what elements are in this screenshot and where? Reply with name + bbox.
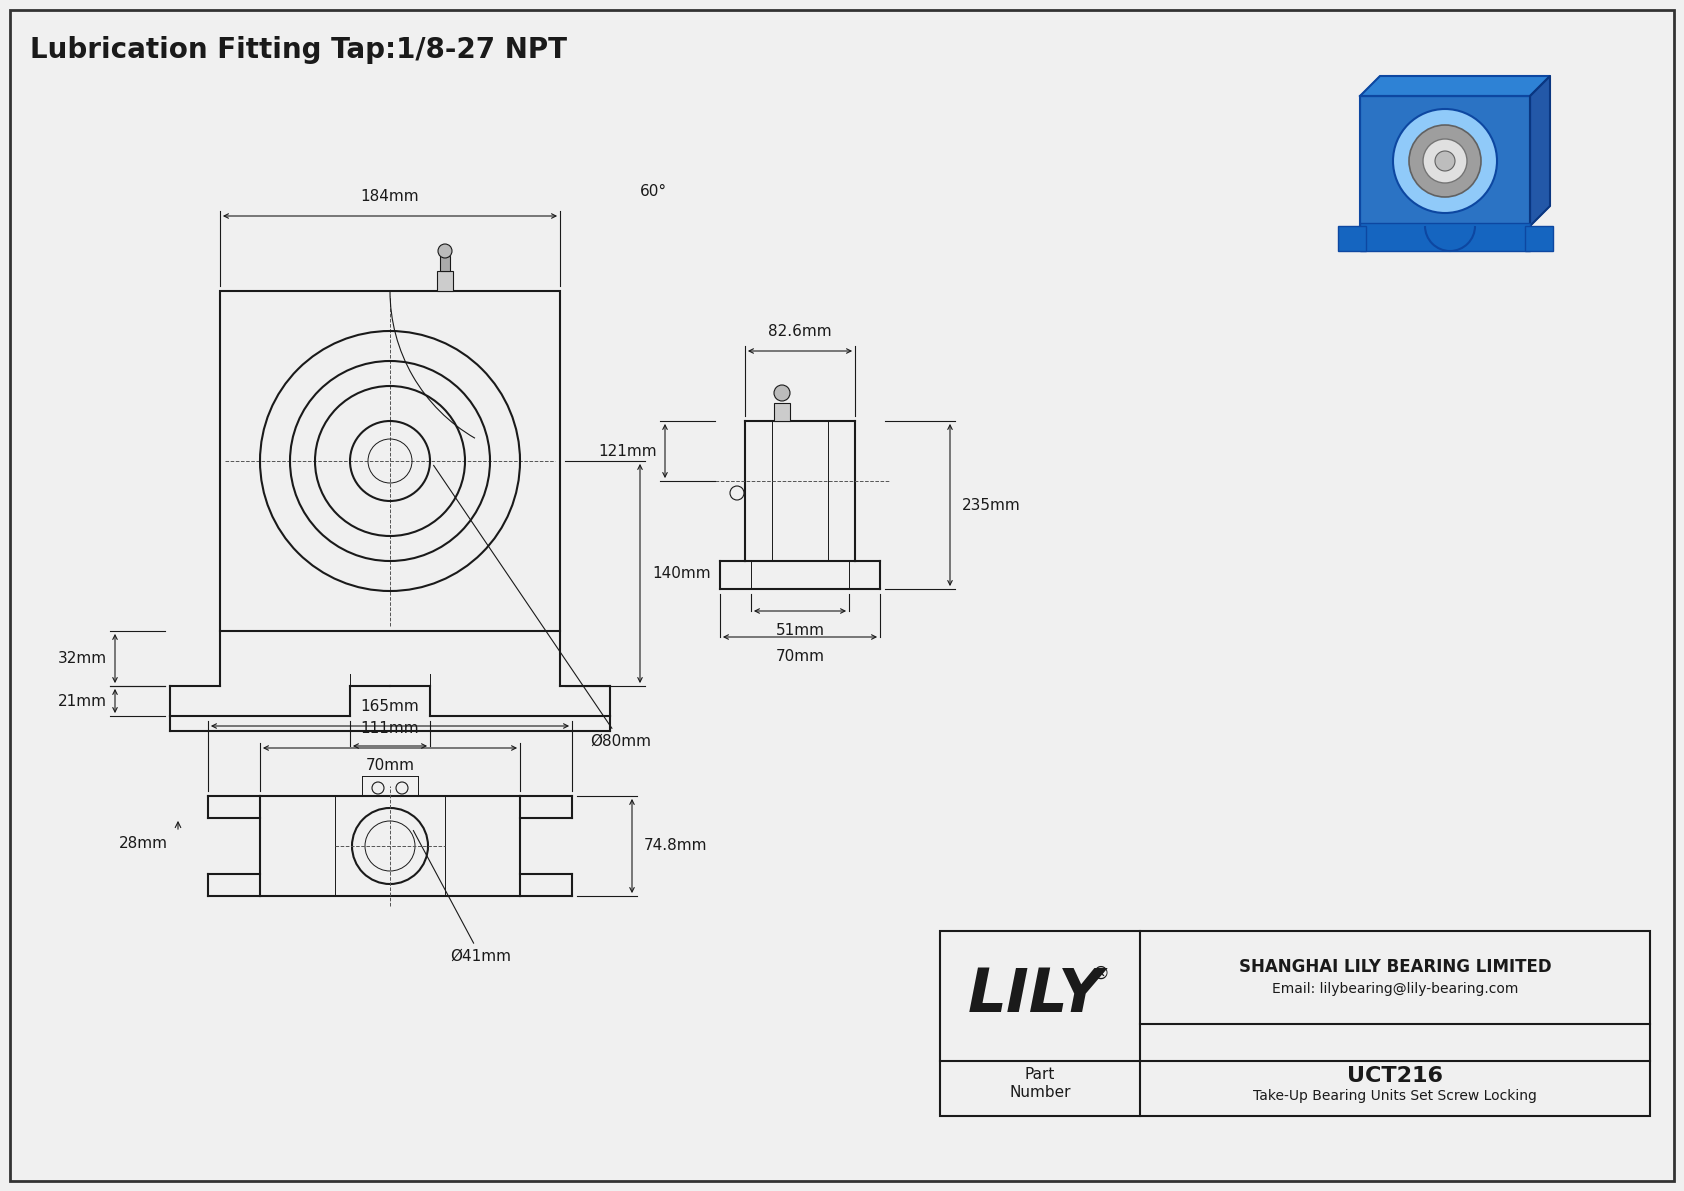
Text: 121mm: 121mm xyxy=(598,443,657,459)
Text: 184mm: 184mm xyxy=(360,189,419,204)
Bar xyxy=(1361,223,1531,251)
Bar xyxy=(940,931,1650,1116)
Text: LILY: LILY xyxy=(967,967,1103,1025)
Text: 28mm: 28mm xyxy=(118,836,167,852)
Text: Email: lilybearing@lily-bearing.com: Email: lilybearing@lily-bearing.com xyxy=(1271,983,1519,996)
Circle shape xyxy=(775,385,790,401)
Text: Part
Number: Part Number xyxy=(1009,1067,1071,1099)
Text: UCT216: UCT216 xyxy=(1347,1066,1443,1086)
Text: 165mm: 165mm xyxy=(360,699,419,713)
Text: Take-Up Bearing Units Set Screw Locking: Take-Up Bearing Units Set Screw Locking xyxy=(1253,1089,1537,1103)
Bar xyxy=(440,256,450,272)
Bar xyxy=(1526,226,1553,251)
Polygon shape xyxy=(1361,76,1549,96)
Text: 60°: 60° xyxy=(640,183,667,199)
Polygon shape xyxy=(1531,76,1549,226)
Text: Ø80mm: Ø80mm xyxy=(433,466,652,748)
Bar xyxy=(221,291,561,631)
Text: 111mm: 111mm xyxy=(360,721,419,736)
Circle shape xyxy=(438,244,451,258)
Text: 235mm: 235mm xyxy=(962,498,1021,512)
Bar xyxy=(775,403,790,420)
Text: SHANGHAI LILY BEARING LIMITED: SHANGHAI LILY BEARING LIMITED xyxy=(1239,959,1551,977)
Circle shape xyxy=(1410,125,1480,197)
Text: 140mm: 140mm xyxy=(652,566,711,581)
Text: 32mm: 32mm xyxy=(57,651,108,666)
Text: 51mm: 51mm xyxy=(776,623,825,638)
Text: 82.6mm: 82.6mm xyxy=(768,324,832,339)
Text: Lubrication Fitting Tap:1/8-27 NPT: Lubrication Fitting Tap:1/8-27 NPT xyxy=(30,36,568,64)
Text: 70mm: 70mm xyxy=(776,649,825,665)
Bar xyxy=(1339,226,1366,251)
Text: Ø41mm: Ø41mm xyxy=(413,830,510,964)
Bar xyxy=(438,272,453,291)
Circle shape xyxy=(1435,151,1455,172)
Circle shape xyxy=(1393,110,1497,213)
Text: 70mm: 70mm xyxy=(365,757,414,773)
Text: 21mm: 21mm xyxy=(57,693,108,709)
Polygon shape xyxy=(1361,96,1531,226)
Text: 74.8mm: 74.8mm xyxy=(643,838,707,854)
Text: ®: ® xyxy=(1091,965,1110,983)
Circle shape xyxy=(1423,139,1467,183)
